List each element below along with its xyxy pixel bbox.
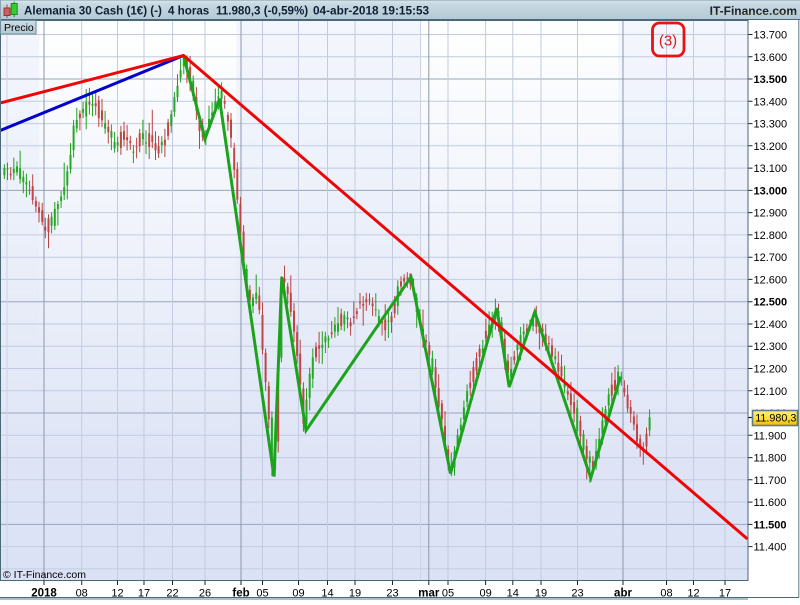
svg-text:23: 23 [386, 587, 398, 599]
svg-text:abr: abr [614, 587, 632, 599]
svg-text:(3): (3) [659, 33, 677, 50]
svg-text:11.600: 11.600 [754, 497, 787, 509]
svg-text:Alemania 30 Cash (1€) (-): Alemania 30 Cash (1€) (-) [24, 5, 162, 18]
svg-text:08: 08 [660, 587, 672, 599]
svg-text:4 horas: 4 horas [168, 5, 209, 18]
svg-text:17: 17 [719, 587, 731, 599]
svg-text:2018: 2018 [31, 587, 57, 599]
svg-text:11.700: 11.700 [754, 475, 787, 487]
svg-text:19: 19 [535, 587, 547, 599]
svg-text:11.980,3 (-0,59%): 11.980,3 (-0,59%) [216, 5, 308, 18]
svg-text:11.980,3: 11.980,3 [755, 413, 796, 425]
svg-text:05: 05 [442, 587, 454, 599]
svg-text:22: 22 [166, 587, 178, 599]
svg-text:13.600: 13.600 [754, 52, 788, 64]
svg-text:13.700: 13.700 [754, 30, 788, 42]
svg-text:13.300: 13.300 [754, 119, 788, 131]
svg-text:13.500: 13.500 [754, 74, 788, 86]
svg-text:04-abr-2018 19:15:53: 04-abr-2018 19:15:53 [313, 4, 430, 18]
svg-text:12.200: 12.200 [754, 364, 788, 376]
svg-text:12.700: 12.700 [754, 252, 788, 264]
svg-text:13.400: 13.400 [754, 96, 788, 108]
svg-text:14: 14 [321, 587, 333, 599]
svg-text:© IT-Finance.com: © IT-Finance.com [3, 569, 86, 581]
svg-text:12.300: 12.300 [754, 341, 788, 353]
svg-text:12.600: 12.600 [754, 274, 788, 286]
svg-text:05: 05 [256, 587, 268, 599]
svg-text:23: 23 [571, 587, 583, 599]
svg-text:11.400: 11.400 [754, 542, 787, 554]
svg-text:08: 08 [76, 587, 88, 599]
svg-text:Precio: Precio [4, 22, 34, 34]
svg-text:17: 17 [138, 587, 150, 599]
svg-text:14: 14 [507, 587, 519, 599]
svg-text:12: 12 [111, 587, 123, 599]
svg-text:12: 12 [687, 587, 699, 599]
svg-text:mar: mar [418, 587, 440, 599]
svg-text:13.200: 13.200 [754, 141, 788, 153]
svg-text:12.800: 12.800 [754, 230, 788, 242]
svg-text:11.500: 11.500 [754, 519, 787, 531]
svg-text:11.800: 11.800 [754, 453, 787, 465]
svg-text:12.400: 12.400 [754, 319, 788, 331]
svg-text:IT-Finance.com: IT-Finance.com [710, 4, 797, 18]
svg-text:11.900: 11.900 [754, 430, 787, 442]
svg-text:13.000: 13.000 [754, 185, 788, 197]
svg-text:12.900: 12.900 [754, 208, 788, 220]
svg-text:19: 19 [349, 587, 361, 599]
svg-text:feb: feb [232, 587, 249, 599]
svg-text:09: 09 [479, 587, 491, 599]
svg-text:12.500: 12.500 [754, 297, 788, 309]
svg-text:09: 09 [292, 587, 304, 599]
svg-text:26: 26 [199, 587, 211, 599]
svg-text:13.100: 13.100 [754, 163, 788, 175]
svg-text:12.100: 12.100 [754, 386, 788, 398]
